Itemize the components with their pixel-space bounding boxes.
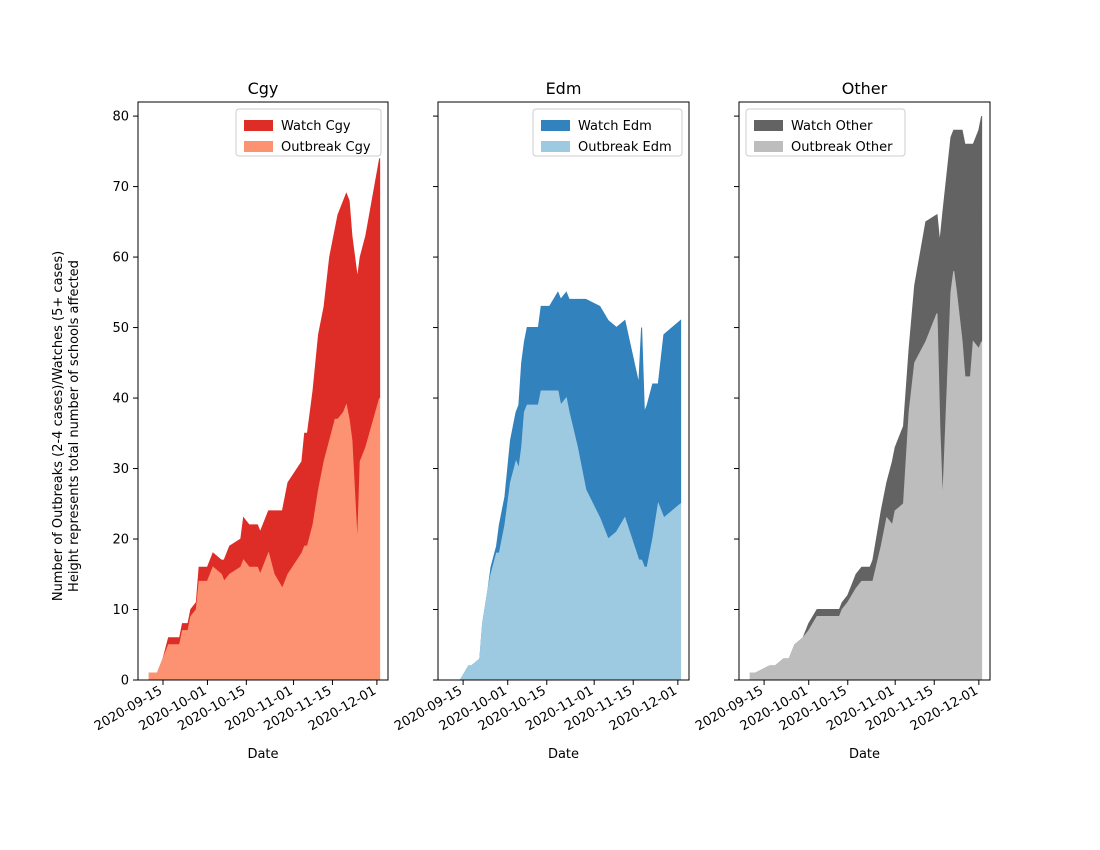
legend-swatch (754, 120, 783, 131)
x-axis-label: Date (849, 747, 880, 762)
y-tick-label: 60 (112, 251, 129, 266)
legend-swatch (244, 120, 273, 131)
shared-y-axis-label: Number of Outbreaks (2-4 cases)/Watches … (51, 251, 82, 601)
area-outbreak-cgy (148, 397, 381, 681)
y-tick-label: 0 (121, 674, 129, 689)
panel-title: Other (842, 79, 888, 98)
y-tick-label: 40 (112, 392, 129, 407)
axes-frame (437, 101, 690, 681)
panel-edm: 2020-09-152020-10-012020-10-152020-11-01… (392, 79, 690, 762)
panel-other: 2020-09-152020-10-012020-10-152020-11-01… (693, 79, 991, 762)
legend: Watch Edm Outbreak Edm (532, 108, 683, 157)
legend-label: Outbreak Cgy (281, 140, 371, 155)
y-tick-label: 10 (112, 603, 129, 618)
x-axis-label: Date (247, 747, 278, 762)
legend-box (745, 108, 906, 157)
area-outbreak-edm (449, 390, 682, 681)
legend-box (532, 108, 683, 157)
legend-swatch (244, 141, 273, 152)
legend-swatch (541, 141, 570, 152)
legend-label: Outbreak Other (791, 140, 893, 155)
axes-frame (738, 101, 991, 681)
panel-title: Edm (546, 79, 582, 98)
y-tick-label: 50 (112, 321, 129, 336)
axes-frame (137, 101, 389, 681)
y-tick-label: 30 (112, 462, 129, 477)
legend-label: Watch Edm (578, 119, 652, 134)
y-axis-label-line1: Number of Outbreaks (2-4 cases)/Watches … (51, 251, 66, 601)
y-tick-label: 70 (112, 180, 129, 195)
y-tick-label: 20 (112, 533, 129, 548)
legend-label: Watch Other (791, 119, 873, 134)
x-axis-label: Date (548, 747, 579, 762)
legend: Watch Other Outbreak Other (745, 108, 906, 157)
legend-label: Watch Cgy (281, 119, 351, 134)
legend-label: Outbreak Edm (578, 140, 672, 155)
panel-cgy: 010203040506070802020-09-152020-10-01202… (92, 79, 389, 762)
y-axis-label-line2: Height represents total number of school… (67, 260, 82, 592)
y-tick-label: 80 (112, 110, 129, 125)
legend-swatch (754, 141, 783, 152)
panel-title: Cgy (248, 79, 279, 98)
legend: Watch Cgy Outbreak Cgy (235, 108, 382, 157)
area-outbreak-other (749, 271, 983, 681)
legend-swatch (541, 120, 570, 131)
